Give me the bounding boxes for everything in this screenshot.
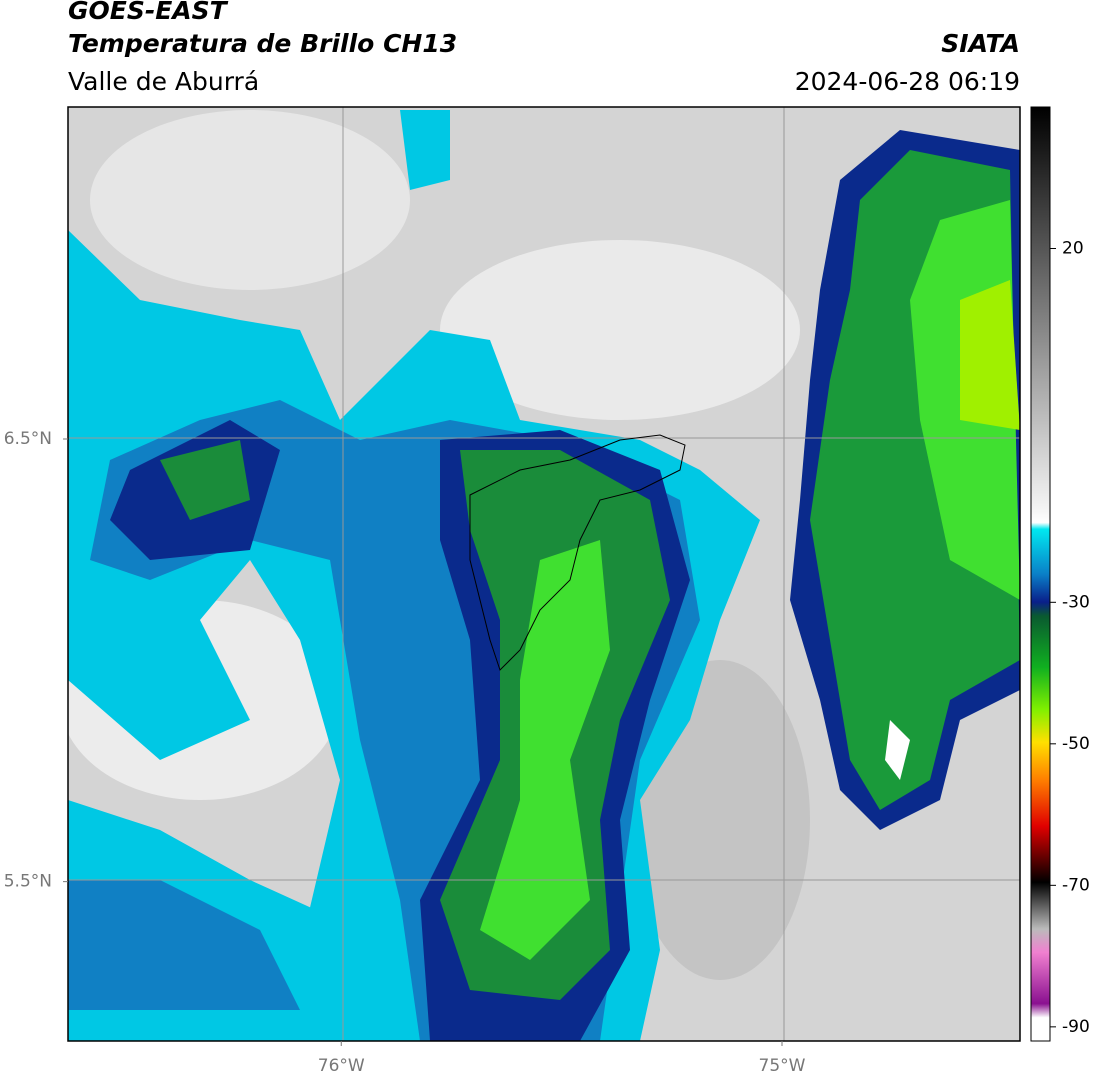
colorbar xyxy=(1030,106,1051,1042)
datetime: 2024-06-28 06:19 xyxy=(795,67,1020,96)
lat-label: 5.5°N xyxy=(4,872,52,892)
region: Valle de Aburrá xyxy=(68,67,259,96)
colorbar-label: -30 xyxy=(1062,592,1090,612)
title: GOES-EAST xyxy=(68,0,229,25)
subtitle: Temperatura de Brillo CH13 xyxy=(68,29,457,58)
lat-label: 6.5°N xyxy=(4,429,52,449)
colorbar-label: -70 xyxy=(1062,875,1090,895)
lon-label: 75°W xyxy=(759,1056,806,1076)
colorbar-label: -50 xyxy=(1062,734,1090,754)
lon-label: 76°W xyxy=(318,1056,365,1076)
map-frame xyxy=(67,106,1021,1042)
colorbar-label: 20 xyxy=(1062,239,1084,259)
source: SIATA xyxy=(941,29,1020,58)
colorbar-label: -90 xyxy=(1062,1017,1090,1037)
satellite-image xyxy=(68,107,1020,1041)
